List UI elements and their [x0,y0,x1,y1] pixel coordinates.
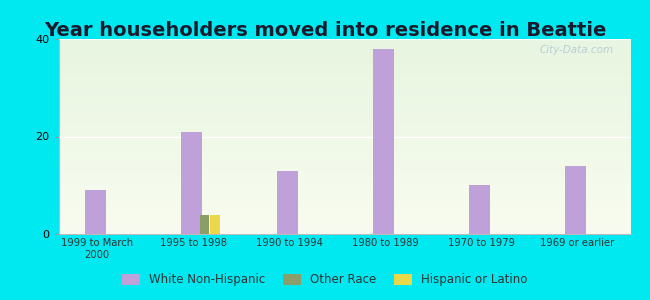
Bar [181,132,202,234]
Legend: White Non-Hispanic, Other Race, Hispanic or Latino: White Non-Hispanic, Other Race, Hispanic… [118,269,532,291]
Bar [565,166,586,234]
Text: City-Data.com: City-Data.com [540,45,614,55]
Bar [84,190,106,234]
Text: Year householders moved into residence in Beattie: Year householders moved into residence i… [44,21,606,40]
Bar [211,214,220,234]
Bar [469,185,490,234]
Bar [373,49,394,234]
Bar [200,214,209,234]
Bar [277,171,298,234]
